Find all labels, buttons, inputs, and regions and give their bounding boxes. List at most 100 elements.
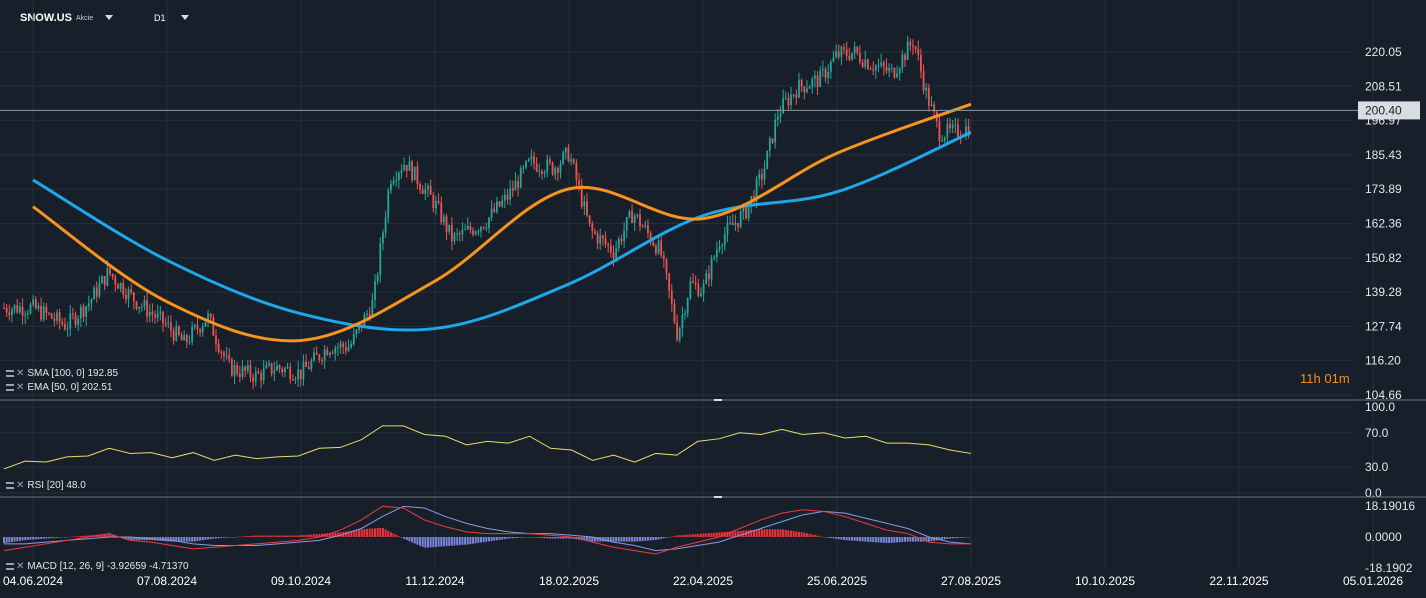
macd-histogram-bar	[554, 537, 557, 539]
macd-histogram-bar	[461, 537, 464, 545]
timeframe-label[interactable]: D1	[154, 13, 166, 23]
macd-histogram-bar	[74, 536, 77, 537]
rsi-tick-label: 100.0	[1365, 400, 1395, 414]
candle-body	[909, 41, 912, 46]
macd-histogram-bar	[800, 532, 803, 537]
candle-body	[270, 363, 273, 374]
candle-body	[191, 326, 194, 342]
sma-legend[interactable]: ✕ SMA [100, 0] 192.85	[6, 368, 118, 379]
chevron-down-icon[interactable]	[105, 15, 113, 20]
macd-histogram-bar	[109, 534, 111, 537]
candle-body	[543, 172, 546, 174]
chevron-down-icon[interactable]	[181, 15, 189, 20]
candle-body	[583, 201, 586, 207]
macd-histogram-bar	[347, 531, 350, 537]
candle-body	[633, 215, 636, 223]
candle-body	[837, 51, 840, 57]
ema-legend[interactable]: ✕ EMA [50, 0] 202.51	[6, 382, 112, 393]
candle-body	[853, 46, 856, 53]
macd-legend[interactable]: ✕ MACD [12, 26, 9] -3.92659 -4.71370	[6, 561, 189, 572]
macd-histogram-bar	[5, 537, 8, 543]
macd-histogram-bar	[824, 537, 827, 538]
candle-body	[829, 61, 832, 72]
settings-icon[interactable]	[6, 384, 14, 391]
macd-histogram-bar	[440, 537, 443, 547]
macd-histogram-bar	[217, 537, 220, 539]
candle-body	[448, 224, 451, 232]
candle-body	[551, 162, 554, 175]
time-axis: 04.06.2024 07.08.2024 09.10.2024 11.12.2024…	[3, 574, 1403, 588]
macd-histogram-bar	[673, 535, 676, 537]
macd-histogram-bar	[53, 537, 56, 538]
candle-body	[906, 41, 909, 60]
macd-histogram-bar	[866, 537, 869, 542]
macd-histogram-bar	[159, 537, 162, 541]
macd-histogram-bar	[644, 537, 647, 541]
macd-histogram-bar	[77, 536, 80, 537]
close-icon[interactable]: ✕	[16, 480, 25, 491]
macd-histogram-bar	[318, 533, 321, 537]
macd-histogram-bar	[896, 537, 899, 543]
candle-body	[591, 223, 594, 231]
candle-body	[114, 276, 117, 285]
countdown-minutes-unit: m	[1338, 371, 1350, 386]
macd-tick-label: 18.19016	[1365, 499, 1415, 513]
candle-body	[225, 355, 228, 357]
candle-body	[215, 335, 217, 344]
candle-body	[24, 314, 27, 316]
candle-body	[48, 313, 50, 315]
macd-histogram-bar	[694, 534, 697, 537]
settings-icon[interactable]	[6, 370, 14, 377]
candle-body	[111, 273, 114, 277]
candle-body	[941, 140, 943, 142]
candle-body	[734, 223, 737, 226]
close-icon[interactable]: ✕	[16, 368, 25, 379]
macd-histogram-bar	[167, 537, 170, 542]
macd-histogram-bar	[122, 537, 125, 539]
macd-histogram-bar	[42, 537, 45, 539]
candle-body	[413, 166, 416, 181]
macd-histogram-bar	[379, 527, 382, 537]
candle-body	[904, 54, 906, 60]
macd-histogram-bar	[962, 537, 965, 538]
candle-body	[604, 238, 607, 244]
candle-body	[652, 242, 655, 246]
settings-icon[interactable]	[6, 563, 14, 570]
candle-body	[42, 306, 45, 320]
candle-body	[164, 323, 167, 325]
macd-histogram-bar	[273, 535, 276, 537]
close-icon[interactable]: ✕	[16, 382, 25, 393]
candle-body	[602, 235, 604, 239]
macd-histogram-bar	[652, 537, 655, 541]
macd-histogram-bar	[10, 537, 13, 542]
countdown-hours-unit: h	[1313, 371, 1321, 386]
candle-body	[594, 230, 596, 234]
candle-body	[246, 365, 249, 371]
settings-icon[interactable]	[6, 482, 14, 489]
macd-histogram-bar	[861, 537, 864, 542]
candle-body	[3, 307, 5, 309]
macd-histogram-bar	[752, 529, 755, 537]
rsi-legend[interactable]: ✕ RSI [20] 48.0	[6, 480, 86, 491]
candle-body	[766, 150, 769, 169]
candle-body	[307, 366, 310, 370]
candle-body	[273, 370, 276, 374]
candle-body	[880, 62, 883, 66]
macd-histogram-bar	[874, 537, 877, 543]
macd-histogram-bar	[26, 537, 29, 540]
close-icon[interactable]: ✕	[16, 561, 25, 572]
macd-histogram-bar	[750, 530, 753, 537]
macd-histogram-bar	[262, 535, 265, 537]
macd-histogram-bar	[681, 535, 684, 537]
candle-body	[458, 233, 461, 235]
macd-histogram-bar	[586, 537, 588, 541]
candle-body	[461, 229, 464, 235]
macd-histogram-bar	[212, 537, 215, 539]
candle-body	[241, 366, 244, 377]
rsi-legend-value: 48.0	[66, 480, 86, 491]
macd-histogram-bar	[639, 537, 641, 542]
date-tick-label: 05.01.2026	[1343, 574, 1403, 588]
macd-histogram-bar	[183, 537, 186, 542]
sma-100-line	[32, 131, 972, 332]
